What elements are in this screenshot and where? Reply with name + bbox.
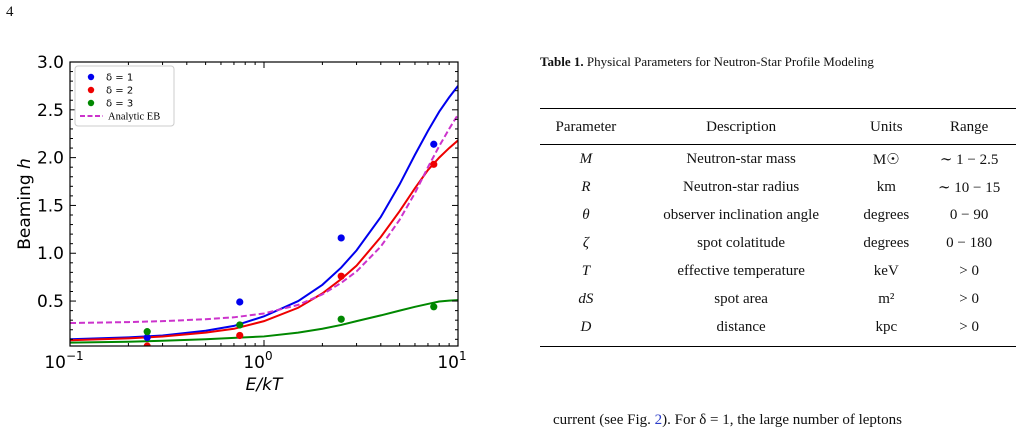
table-row: M Neutron-star mass M☉ ∼ 1 − 2.5 xyxy=(540,145,1016,174)
series-curve-3 xyxy=(70,299,458,344)
table-row: dS spot area m² > 0 xyxy=(540,285,1016,313)
table-row: R Neutron-star radius km ∼ 10 − 15 xyxy=(540,173,1016,201)
legend-marker xyxy=(87,99,95,107)
cell-description: effective temperature xyxy=(677,262,805,279)
cell-units: M☉ xyxy=(872,151,900,168)
body-text-end: ). For δ = 1, the large number of lepton… xyxy=(662,412,902,428)
header-description: Description xyxy=(631,108,851,145)
cell-description: Neutron-star radius xyxy=(683,178,800,195)
cell-parameter: T xyxy=(581,262,591,279)
cell-description: Neutron-star mass xyxy=(686,150,796,167)
x-tick-label: 10−1 xyxy=(44,349,83,373)
y-tick-label: 0.5 xyxy=(37,292,64,312)
y-tick-label: 2.5 xyxy=(37,101,64,121)
legend-marker xyxy=(87,73,95,81)
series-1-point xyxy=(143,333,151,341)
page-number: 4 xyxy=(6,4,14,20)
header-range: Range xyxy=(922,108,1016,145)
legend-label: δ = 3 xyxy=(106,99,133,110)
table-caption-label: Table 1. xyxy=(540,54,584,69)
series-1-point xyxy=(430,140,438,148)
cell-parameter: θ xyxy=(582,206,590,223)
cell-parameter: ζ xyxy=(582,234,589,251)
series-3-point xyxy=(143,328,151,336)
parameter-table-block: Table 1. Physical Parameters for Neutron… xyxy=(540,54,1024,347)
series-1-point xyxy=(337,234,345,242)
cell-range: 0 − 90 xyxy=(949,206,989,223)
cell-units: keV xyxy=(873,262,899,279)
x-tick-label: 100 xyxy=(243,349,272,373)
cell-parameter: D xyxy=(540,313,632,347)
cell-range: > 0 xyxy=(959,290,979,307)
cell-description: spot area xyxy=(714,290,768,307)
series-curve-1 xyxy=(70,85,458,341)
x-axis-label: E/kT xyxy=(246,375,284,395)
table-row: ζ spot colatitude degrees 0 − 180 xyxy=(540,229,1016,257)
body-text-start: current (see Fig. xyxy=(553,412,655,428)
parameter-table: Parameter Description Units Range M Neutr… xyxy=(540,108,1016,347)
cell-units: km xyxy=(876,178,896,195)
y-axis-label-symbol: h xyxy=(15,158,35,169)
cell-units: kpc xyxy=(850,313,923,347)
cell-units: degrees xyxy=(863,234,910,251)
series-3-point xyxy=(430,303,438,311)
cell-range: 0 − 180 xyxy=(946,234,993,251)
legend-label: δ = 1 xyxy=(106,73,133,84)
cell-parameter: R xyxy=(581,178,591,195)
series-2-point xyxy=(430,160,438,168)
series-3-point xyxy=(337,315,345,323)
y-tick-label: 2.0 xyxy=(37,149,64,169)
legend-box xyxy=(74,65,175,127)
table-caption: Table 1. Physical Parameters for Neutron… xyxy=(540,54,1024,70)
cell-description: observer inclination angle xyxy=(663,206,819,223)
legend-marker xyxy=(87,86,95,94)
series-3-point xyxy=(236,321,244,329)
cell-range: ∼ 10 − 15 xyxy=(937,179,1001,196)
header-units: Units xyxy=(850,108,923,145)
header-parameter: Parameter xyxy=(540,108,632,145)
series-curve-4 xyxy=(70,114,458,325)
cell-parameter: dS xyxy=(578,290,594,307)
cell-range: > 0 xyxy=(922,313,1016,347)
series-2-point xyxy=(143,342,151,346)
y-tick-label: 3.0 xyxy=(37,53,64,73)
x-tick-label: 101 xyxy=(437,349,466,373)
legend-label: δ = 2 xyxy=(106,86,133,97)
cell-units: m² xyxy=(878,290,895,307)
legend-label: Analytic EB xyxy=(108,112,160,123)
cell-range: ∼ 1 − 2.5 xyxy=(939,151,999,168)
table-caption-text: Physical Parameters for Neutron-Star Pro… xyxy=(583,54,874,69)
series-2-point xyxy=(236,331,244,340)
table-row: θ observer inclination angle degrees 0 − 90 xyxy=(540,201,1016,229)
cell-parameter: M xyxy=(579,150,593,167)
y-axis-label: Beaming h xyxy=(15,158,35,250)
body-text-line: current (see Fig. 2). For δ = 1, the lar… xyxy=(553,412,902,429)
cell-units: degrees xyxy=(863,206,910,223)
figure-link[interactable]: 2 xyxy=(654,412,663,428)
series-1-point xyxy=(236,298,244,306)
cell-description: spot colatitude xyxy=(697,234,786,251)
y-tick-label: 1.0 xyxy=(37,244,64,264)
cell-range: > 0 xyxy=(959,262,979,279)
cell-description: distance xyxy=(631,313,851,347)
beaming-chart: 10−1 100 101 0.5 1.0 1.5 2.0 2.5 3.0 δ = 1 δ = 2 δ… xyxy=(15,53,467,395)
series-2-point xyxy=(337,272,345,280)
y-tick-label: 1.5 xyxy=(37,196,64,216)
table-header-row: Parameter Description Units Range xyxy=(540,108,1016,145)
y-axis-label-word: Beaming xyxy=(15,169,35,250)
